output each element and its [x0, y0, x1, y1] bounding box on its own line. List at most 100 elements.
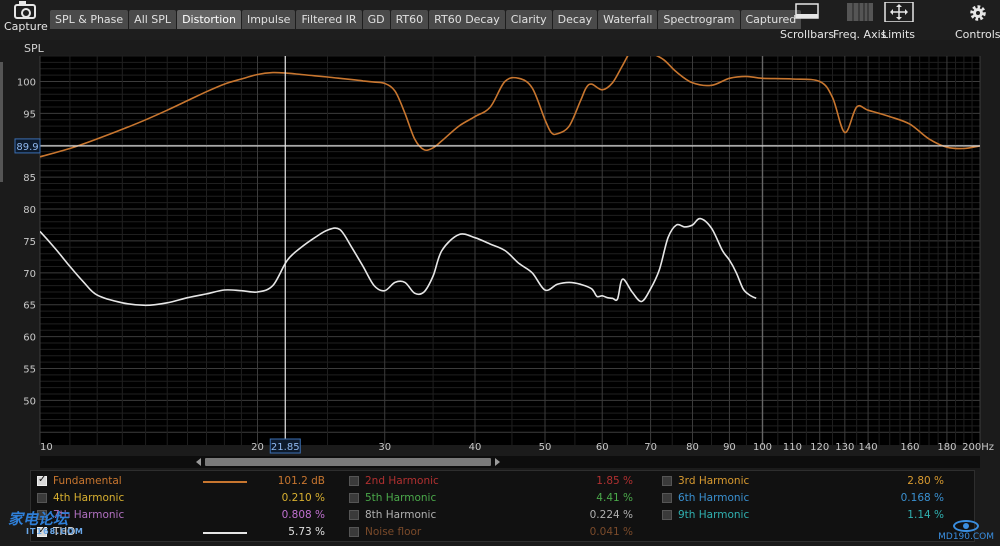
cursor-x-readout: 21.85 [271, 442, 300, 453]
tab-filtered-ir[interactable]: Filtered IR [296, 10, 362, 29]
legend-item-6th-harmonic[interactable]: 6th Harmonic 0.168 % [662, 492, 952, 506]
cursor[interactable]: 89.9 21.85 [14, 56, 980, 454]
x-tick-label: 50 [539, 442, 552, 453]
tab-distortion[interactable]: Distortion [177, 10, 241, 29]
legend-item-thd[interactable]: THD 5.73 % [37, 525, 337, 540]
checkbox[interactable] [37, 525, 47, 537]
tab-rt60[interactable]: RT60 [390, 10, 429, 29]
series-line-thd [40, 217, 757, 307]
checkbox[interactable] [37, 493, 47, 503]
y-tick-label: 95 [23, 109, 36, 120]
legend-swatch [203, 532, 247, 534]
series-lines [40, 56, 980, 307]
tab-spl-phase[interactable]: SPL & Phase [50, 10, 129, 29]
camera-icon [14, 1, 36, 19]
legend-item-noise-floor[interactable]: Noise floor 0.041 % [349, 526, 639, 540]
graph-tabs: SPL & Phase All SPL Distortion Impulse F… [50, 10, 802, 29]
checkbox[interactable] [349, 476, 359, 486]
distortion-graph[interactable]: 50 55 60 65 70 75 80 85 90 95 100 10 20 30 40 50 60 70 80… [0, 52, 1000, 456]
legend-item-fundamental[interactable]: Fundamental 101.2 dB [37, 474, 337, 489]
controls-button[interactable]: Controls [955, 2, 1000, 41]
checkbox[interactable] [662, 510, 672, 520]
capture-button[interactable]: Capture [4, 1, 48, 38]
toolbar: Capture SPL & Phase All SPL Distortion I… [0, 0, 1000, 41]
y-tick-labels: 50556065707580859095100 [17, 78, 36, 408]
scroll-left-arrow-icon[interactable] [196, 458, 201, 466]
tab-clarity[interactable]: Clarity [505, 10, 552, 29]
y-tick-label: 50 [23, 396, 36, 407]
legend-item-3rd-harmonic[interactable]: 3rd Harmonic 2.80 % [662, 475, 952, 489]
gear-icon [970, 5, 986, 21]
x-tick-label: 130 [835, 442, 854, 453]
scrollbars-label: Scrollbars [780, 28, 835, 41]
y-tick-label: 100 [17, 78, 36, 89]
legend-panel: Fundamental 101.2 dB 4th Harmonic 0.210 … [30, 470, 975, 542]
limits-icon [883, 1, 914, 23]
freq-axis-button[interactable]: Freq. Axis [833, 2, 886, 41]
scrollbars-icon [795, 3, 819, 19]
tab-decay[interactable]: Decay [552, 10, 598, 29]
legend-item-5th-harmonic[interactable]: 5th Harmonic 4.41 % [349, 492, 639, 506]
plot-area [40, 56, 980, 445]
x-tick-label: 10 [40, 442, 53, 453]
checkbox[interactable] [349, 493, 359, 503]
legend-item-9th-harmonic[interactable]: 9th Harmonic 1.14 % [662, 509, 952, 523]
watermark-logo-left: 家电论坛 IT168.COM [8, 510, 84, 536]
scroll-right-arrow-icon[interactable] [495, 458, 500, 466]
checkbox[interactable] [349, 527, 359, 537]
freq-axis-label: Freq. Axis [833, 28, 887, 41]
y-tick-label: 70 [23, 269, 36, 280]
x-tick-label: 20 [251, 442, 264, 453]
tab-captured[interactable]: Captured [740, 10, 802, 29]
checkbox[interactable] [349, 510, 359, 520]
tab-impulse[interactable]: Impulse [241, 10, 296, 29]
capture-label: Capture [4, 20, 48, 33]
tab-all-spl[interactable]: All SPL [129, 10, 177, 29]
controls-label: Controls [955, 28, 1000, 41]
eye-icon [953, 520, 980, 532]
checkbox[interactable] [37, 474, 47, 486]
tab-gd[interactable]: GD [362, 10, 390, 29]
watermark-logo-right: MD190.COM [938, 520, 994, 542]
limits-button[interactable]: Limits [882, 1, 915, 41]
y-tick-label: 65 [23, 301, 36, 312]
x-tick-label: 140 [859, 442, 878, 453]
x-tick-labels: 10 20 30 40 50 60 70 80 90 100 110 120 130 140 160 180 2… [40, 442, 994, 453]
legend-item-7th-harmonic[interactable]: 7th Harmonic 0.808 % [37, 509, 337, 523]
checkbox[interactable] [662, 493, 672, 503]
x-tick-label: 80 [686, 442, 699, 453]
scrollbar-thumb[interactable] [205, 458, 491, 466]
y-tick-label: 75 [23, 237, 36, 248]
x-tick-label: 90 [723, 442, 736, 453]
x-tick-label: 100 [753, 442, 772, 453]
checkbox[interactable] [662, 476, 672, 486]
cursor-x-readout-box [269, 438, 301, 454]
y-tick-label: 55 [23, 364, 36, 375]
limits-label: Limits [882, 28, 915, 41]
tab-spectrogram[interactable]: Spectrogram [658, 10, 740, 29]
x-tick-label: 200Hz [962, 442, 994, 453]
left-scroll-strip[interactable] [0, 62, 3, 182]
cursor-y-readout: 89.9 [16, 142, 38, 153]
horizontal-scrollbar[interactable] [40, 456, 980, 468]
checkbox[interactable] [37, 510, 47, 520]
x-tick-label: 60 [596, 442, 609, 453]
x-tick-label: 40 [469, 442, 482, 453]
series-line-fundamental [40, 56, 980, 158]
x-tick-label: 70 [644, 442, 657, 453]
x-tick-label: 180 [937, 442, 956, 453]
y-tick-label: 80 [23, 205, 36, 216]
legend-item-2nd-harmonic[interactable]: 2nd Harmonic 1.85 % [349, 475, 639, 489]
legend-swatch [203, 481, 247, 483]
grid [39, 55, 981, 445]
cursor-y-readout-box [14, 138, 41, 154]
legend-item-8th-harmonic[interactable]: 8th Harmonic 0.224 % [349, 509, 639, 523]
y-axis-label: SPL [24, 42, 44, 55]
tab-waterfall[interactable]: Waterfall [598, 10, 658, 29]
scrollbars-button[interactable]: Scrollbars [780, 2, 834, 41]
x-tick-label: 120 [810, 442, 829, 453]
x-tick-label: 160 [900, 442, 919, 453]
legend-item-4th-harmonic[interactable]: 4th Harmonic 0.210 % [37, 492, 337, 506]
tab-rt60-decay[interactable]: RT60 Decay [429, 10, 505, 29]
y-tick-label: 60 [23, 333, 36, 344]
